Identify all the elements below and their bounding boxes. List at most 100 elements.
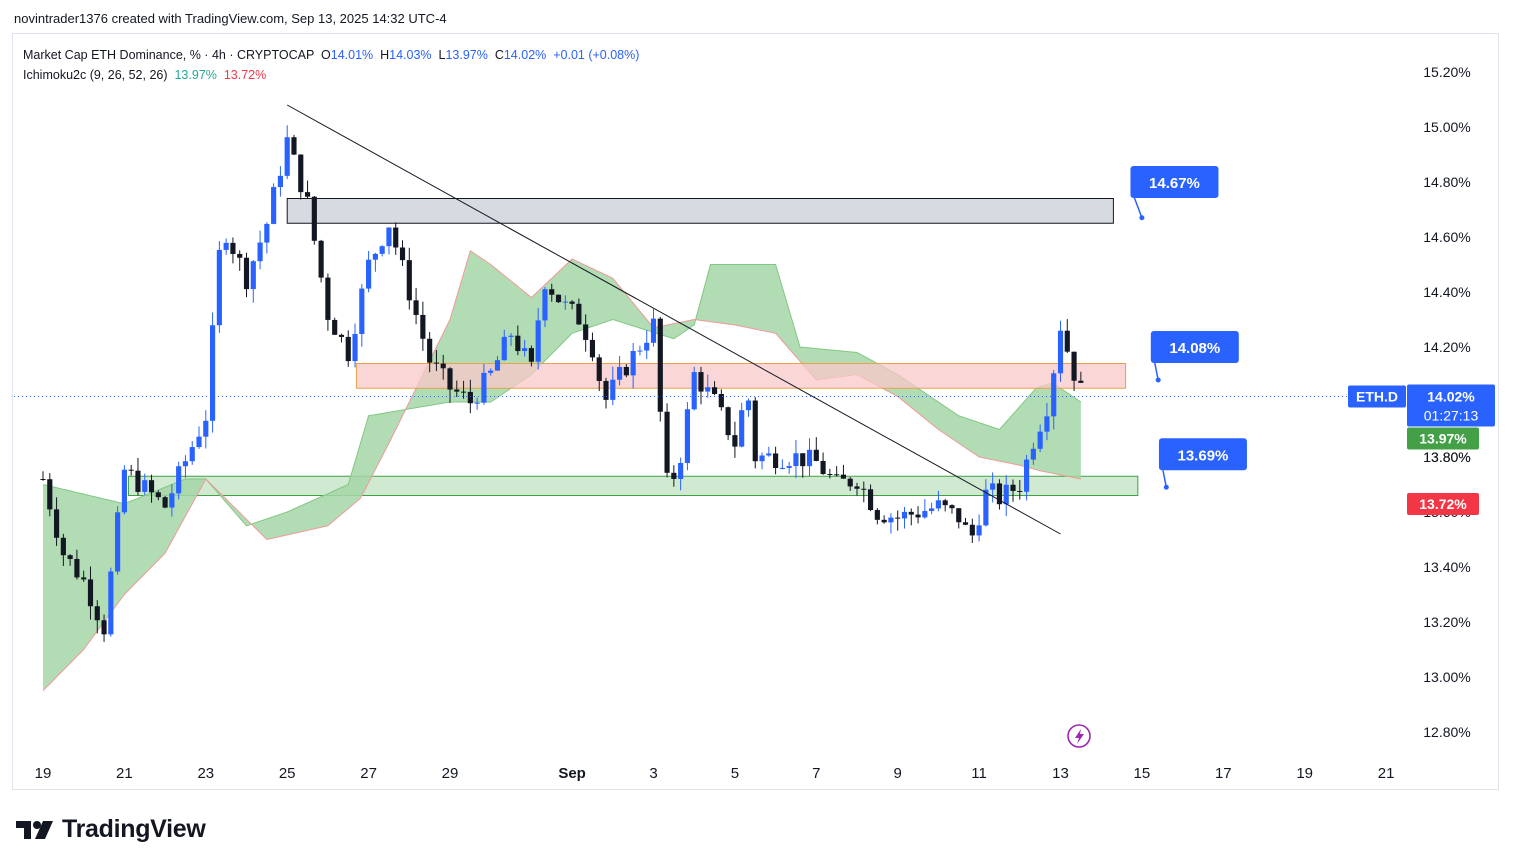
candle-body [1051, 373, 1057, 417]
x-tick-label: 19 [1296, 765, 1313, 782]
candle [128, 464, 134, 476]
candle [420, 301, 426, 351]
candle [549, 283, 555, 302]
candle-body [800, 453, 806, 467]
candle [705, 374, 711, 398]
candle-body [257, 242, 263, 262]
candle-body [216, 249, 222, 326]
candle [555, 294, 562, 303]
candle [806, 438, 813, 477]
candle-body [583, 324, 589, 340]
candle [271, 183, 277, 225]
indicator-row[interactable]: Ichimoku2c (9, 26, 52, 26) 13.97% 13.72% [23, 65, 639, 85]
zone-demand [127, 475, 1139, 496]
candle-body [264, 223, 270, 243]
candle [949, 504, 955, 514]
x-tick-label: 9 [894, 765, 902, 782]
lightning-icon[interactable] [1067, 724, 1091, 748]
candle [637, 345, 643, 356]
candle-body [148, 480, 155, 493]
candle-body [908, 511, 914, 515]
candle-body [555, 294, 562, 303]
candle [379, 245, 385, 257]
candle [861, 481, 867, 503]
candle-body [806, 449, 813, 467]
candle [121, 465, 127, 515]
ohlc-open: 14.01% [330, 48, 374, 62]
callout-leader [1154, 362, 1159, 381]
candle-body [223, 242, 229, 250]
candle [562, 295, 568, 310]
candle-body [176, 466, 182, 494]
candle [257, 230, 263, 270]
candle [996, 479, 1003, 510]
candle-body [895, 517, 901, 519]
candle [304, 180, 311, 199]
candle [908, 508, 914, 526]
candle [813, 437, 819, 462]
candle [854, 482, 860, 496]
candle [678, 457, 684, 491]
candle [793, 440, 799, 479]
candle-body [834, 474, 840, 476]
candle-body [542, 289, 548, 321]
candle [752, 397, 758, 469]
candle-body [684, 409, 690, 463]
x-tick-label: 15 [1134, 765, 1151, 782]
candle [250, 259, 256, 303]
tradingview-logo[interactable]: TradingView [16, 815, 206, 844]
candle-body [657, 318, 663, 412]
x-tick-label: 23 [197, 765, 214, 782]
symbol-row[interactable]: Market Cap ETH Dominance, % · 4h · CRYPT… [23, 45, 639, 65]
candle [1037, 424, 1043, 453]
chart-frame [12, 33, 1499, 790]
callout-leader [1162, 470, 1168, 488]
candle [528, 345, 534, 367]
symbol-title: Market Cap ETH Dominance, % · 4h · CRYPT… [23, 48, 315, 62]
candle [277, 166, 283, 197]
candle [610, 366, 616, 406]
candle-body [338, 334, 345, 337]
candle [915, 506, 921, 524]
candle [291, 134, 297, 156]
candle [53, 497, 60, 546]
candle-body [291, 137, 297, 155]
candle [901, 506, 908, 529]
candle [169, 483, 175, 517]
candle-body [1017, 490, 1023, 492]
chart-legend: Market Cap ETH Dominance, % · 4h · CRYPT… [23, 45, 639, 85]
symbol-tag: ETH.D [1356, 389, 1398, 405]
candle [589, 332, 596, 362]
zone-resistance [286, 198, 1114, 224]
candle [196, 426, 202, 449]
candle-body [705, 387, 711, 392]
candle-body [121, 469, 127, 513]
candle [47, 473, 53, 517]
indicator-badge-box [1407, 493, 1479, 515]
candle [576, 298, 582, 325]
candle [406, 247, 412, 310]
candle [237, 250, 243, 271]
candle [366, 250, 372, 293]
candle [1044, 402, 1050, 441]
candle [684, 402, 690, 471]
candle [1017, 480, 1023, 500]
x-tick-label: 5 [731, 765, 739, 782]
candle [284, 125, 290, 180]
candle-body [711, 387, 718, 394]
candle-body [1003, 484, 1009, 505]
candle-body [345, 336, 351, 362]
ichimoku-cloud [43, 250, 1081, 691]
candle [759, 452, 765, 470]
candle [739, 402, 745, 448]
candle-body [74, 558, 80, 578]
candle-body [820, 460, 826, 475]
candle [332, 317, 338, 335]
indicator-value-2: 13.72% [223, 68, 267, 82]
candle-body [433, 362, 440, 364]
candle-body [474, 402, 480, 404]
candle-body [155, 492, 161, 498]
x-tick-label: 21 [1378, 765, 1395, 782]
candle-body [284, 137, 290, 176]
